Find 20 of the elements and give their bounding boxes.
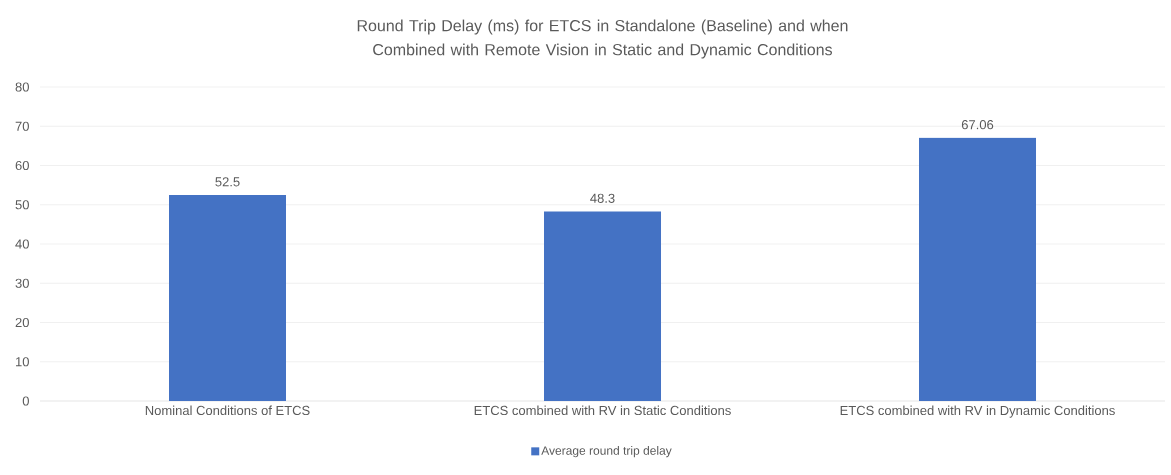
data-label: 52.5 — [215, 177, 240, 187]
x-tick-label: ETCS combined with RV in Dynamic Conditions — [840, 405, 1115, 418]
y-tick-label: 80 — [15, 82, 29, 92]
y-tick-label: 40 — [15, 239, 29, 249]
y-tick-label: 70 — [15, 121, 29, 131]
chart-title: Round Trip Delay (ms) for ETCS in Standalone (Baseline) and when Combined with Remote Vision in Static and Dynamic Conditions — [357, 19, 848, 59]
bar — [169, 194, 286, 401]
y-tick-label: 60 — [15, 160, 29, 171]
data-label: 48.3 — [590, 193, 615, 203]
y-tick-label: 50 — [15, 200, 29, 210]
bar — [919, 137, 1037, 401]
y-tick-label: 0 — [22, 396, 29, 406]
x-tick-label: Nominal Conditions of ETCS — [145, 405, 310, 416]
y-tick-label: 20 — [15, 317, 29, 328]
y-tick-label: 10 — [16, 357, 29, 367]
y-tick-label: 30 — [15, 278, 29, 288]
legend-label: Average round trip delay — [541, 446, 672, 458]
x-tick-label: ETCS combined with RV in Static Conditions — [474, 405, 731, 416]
bar — [544, 211, 662, 401]
data-label: 67.06 — [961, 120, 994, 130]
